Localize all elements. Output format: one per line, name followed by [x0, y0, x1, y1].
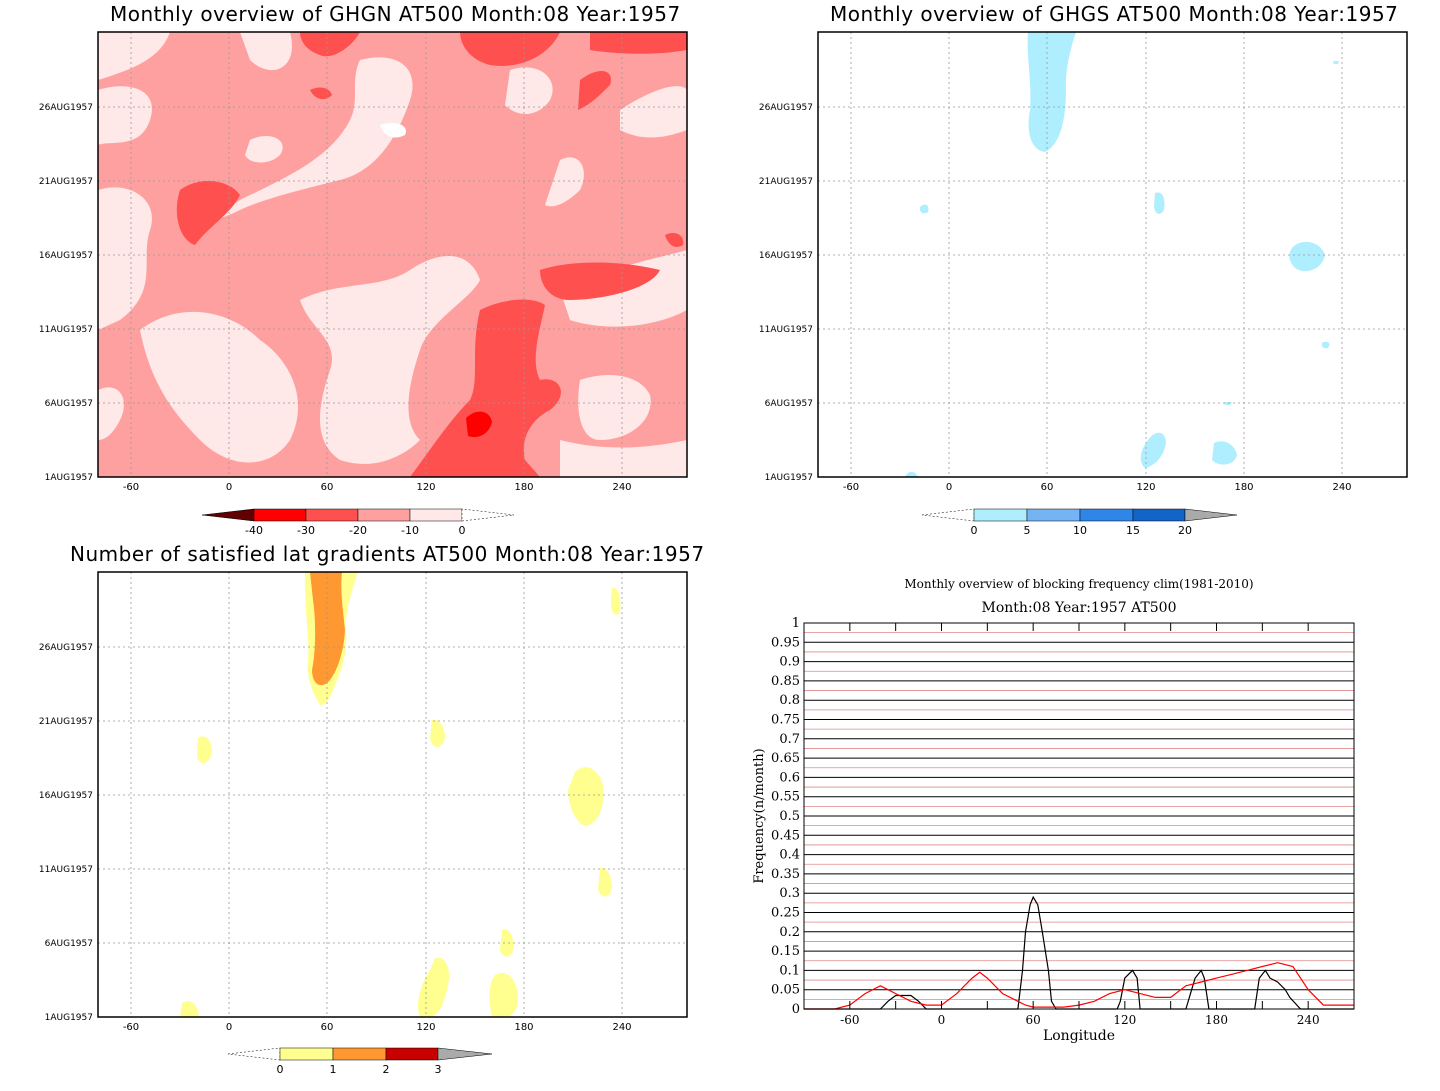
- freq-ylabel: Frequency(n/month): [752, 748, 767, 883]
- colorbar-label: 5: [1024, 524, 1031, 537]
- y-tick-label: 0.5: [779, 809, 800, 824]
- x-tick-label: 60: [1041, 482, 1054, 493]
- y-tick-label: 26AUG1957: [39, 103, 93, 113]
- y-tick-label: 0.25: [771, 906, 800, 921]
- lat-gradients-heatmap: 1AUG1957 6AUG1957 11AUG1957 16AUG1957 21…: [39, 571, 688, 1076]
- colorbar-label: 10: [1073, 524, 1087, 537]
- y-tick-label: 0.05: [771, 983, 800, 998]
- x-tick-label: 0: [946, 482, 952, 493]
- colorbar-label: -30: [297, 524, 315, 537]
- series-line-red: [804, 962, 1354, 1010]
- y-tick-label: 21AUG1957: [39, 717, 93, 727]
- x-tick-label: -60: [840, 1013, 859, 1027]
- y-tick-label: 6AUG1957: [45, 939, 93, 949]
- x-tick-label: 240: [1332, 482, 1351, 493]
- ghgs-colorbar: 0 5 10 15 20: [921, 508, 1238, 537]
- freq-xlabel: Longitude: [1043, 1028, 1115, 1044]
- x-tick-label: 240: [1297, 1013, 1320, 1027]
- y-tick-label: 0.2: [779, 925, 800, 940]
- y-tick-label: 0.9: [779, 655, 800, 670]
- y-tick-label: 0.6: [779, 770, 800, 785]
- lat-gradients-title: Number of satisfied lat gradients AT500 …: [70, 542, 705, 566]
- y-tick-label: 21AUG1957: [759, 177, 813, 187]
- y-tick-label: 1AUG1957: [45, 1013, 93, 1023]
- y-tick-label: 26AUG1957: [39, 643, 93, 653]
- colorbar-label: 3: [435, 1063, 442, 1076]
- y-tick-label: 16AUG1957: [39, 791, 93, 801]
- x-tick-label: -60: [843, 482, 859, 493]
- x-tick-label: 120: [416, 482, 435, 493]
- y-tick-label: 1AUG1957: [765, 473, 813, 483]
- y-tick-label: 16AUG1957: [759, 251, 813, 261]
- ghgn-heatmap: 1AUG1957 6AUG1957 11AUG1957 16AUG1957 21…: [39, 31, 688, 537]
- colorbar-label: 0: [971, 524, 978, 537]
- series-line-black: [804, 895, 1354, 1010]
- y-tick-label: 11AUG1957: [39, 325, 93, 335]
- colorbar-label: 15: [1126, 524, 1140, 537]
- ghgn-colorbar: -40 -30 -20 -10 0: [201, 508, 515, 537]
- colorbar-label: -40: [245, 524, 263, 537]
- colorbar-label: 0: [277, 1063, 284, 1076]
- y-tick-label: 0.35: [771, 867, 800, 882]
- x-tick-label: 180: [1234, 482, 1253, 493]
- y-tick-label: 11AUG1957: [39, 865, 93, 875]
- colorbar-label: 1: [330, 1063, 337, 1076]
- ghgs-title: Monthly overview of GHGS AT500 Month:08 …: [830, 2, 1399, 26]
- x-tick-label: 120: [1136, 482, 1155, 493]
- y-tick-label: 0.45: [771, 828, 800, 843]
- colorbar-label: 2: [383, 1063, 390, 1076]
- y-tick-label: 0: [792, 1002, 800, 1017]
- y-tick-label: 0.85: [771, 674, 800, 689]
- y-tick-label: 0.55: [771, 790, 800, 805]
- y-tick-label: 0.95: [771, 635, 800, 650]
- y-tick-label: 6AUG1957: [765, 399, 813, 409]
- x-tick-label: 0: [938, 1013, 946, 1027]
- y-tick-label: 0.8: [779, 693, 800, 708]
- x-tick-label: 120: [416, 1022, 435, 1033]
- y-tick-label: 0.4: [779, 848, 800, 863]
- y-tick-label: 11AUG1957: [759, 325, 813, 335]
- y-tick-label: 1AUG1957: [45, 473, 93, 483]
- y-tick-label: 16AUG1957: [39, 251, 93, 261]
- y-tick-label: 26AUG1957: [759, 103, 813, 113]
- x-tick-label: 120: [1113, 1013, 1136, 1027]
- freq-title: Monthly overview of blocking frequency c…: [904, 577, 1253, 591]
- y-tick-label: 6AUG1957: [45, 399, 93, 409]
- y-tick-label: 1: [792, 616, 800, 631]
- y-tick-label: 0.75: [771, 713, 800, 728]
- ghgs-heatmap: 1AUG1957 6AUG1957 11AUG1957 16AUG1957 21…: [759, 31, 1408, 537]
- x-tick-label: 60: [321, 482, 334, 493]
- x-tick-label: 180: [1205, 1013, 1228, 1027]
- blocking-frequency-chart: Monthly overview of blocking frequency c…: [752, 577, 1355, 1044]
- x-tick-label: 240: [612, 482, 631, 493]
- y-tick-label: 0.65: [771, 751, 800, 766]
- y-tick-label: 21AUG1957: [39, 177, 93, 187]
- x-tick-label: -60: [123, 1022, 139, 1033]
- x-tick-label: -60: [123, 482, 139, 493]
- colorbar-label: -10: [401, 524, 419, 537]
- x-tick-label: 240: [612, 1022, 631, 1033]
- freq-subtitle: Month:08 Year:1957 AT500: [982, 600, 1177, 616]
- y-tick-label: 0.15: [771, 944, 800, 959]
- colorbar-label: -20: [349, 524, 367, 537]
- x-tick-label: 0: [226, 1022, 232, 1033]
- x-tick-label: 180: [514, 482, 533, 493]
- x-tick-label: 0: [226, 482, 232, 493]
- y-tick-label: 0.3: [779, 886, 800, 901]
- lat-colorbar: 0 1 2 3: [227, 1047, 493, 1076]
- colorbar-label: 20: [1178, 524, 1192, 537]
- x-tick-label: 60: [1026, 1013, 1041, 1027]
- x-tick-label: 180: [514, 1022, 533, 1033]
- y-tick-label: 0.1: [779, 963, 800, 978]
- y-tick-label: 0.7: [779, 732, 800, 747]
- ghgn-title: Monthly overview of GHGN AT500 Month:08 …: [110, 2, 681, 26]
- colorbar-label: 0: [459, 524, 466, 537]
- x-tick-label: 60: [321, 1022, 334, 1033]
